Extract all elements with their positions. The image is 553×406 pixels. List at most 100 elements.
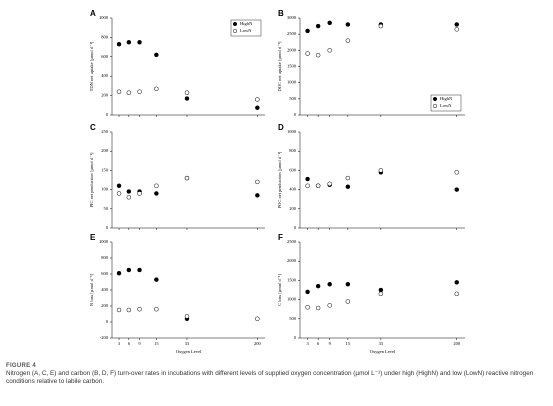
data-point: [305, 28, 310, 34]
y-tick-label: 800: [101, 255, 109, 260]
data-point: [454, 22, 459, 27]
y-axis-label: TDN net uptake [µmol d⁻¹]: [89, 41, 94, 91]
data-point: [154, 277, 159, 282]
figure-label: FIGURE 4: [6, 363, 37, 369]
y-axis-label: POC net production [µmol d⁻¹]: [277, 151, 282, 208]
y-tick-label: 800: [289, 148, 297, 153]
data-point: [255, 179, 260, 185]
x-tick-label: 9: [138, 341, 141, 346]
y-tick-label: 0: [294, 112, 297, 117]
y-tick-label: 1500: [287, 64, 297, 69]
data-point: [327, 281, 332, 287]
data-point: [126, 307, 132, 313]
panel-label: F: [278, 233, 283, 242]
y-tick-label: 150: [101, 167, 109, 172]
x-tick-label: 33: [185, 341, 190, 346]
data-point: [184, 90, 190, 95]
x-tick-label: 6: [128, 341, 131, 346]
y-axis-label: N loss [µmol d⁻¹]: [89, 273, 94, 306]
data-point: [184, 96, 190, 101]
data-point: [305, 51, 310, 56]
legend-label: HighN: [240, 21, 253, 26]
data-point: [154, 306, 159, 312]
y-tick-label: 0: [106, 319, 109, 324]
x-tick-label: 6: [317, 341, 320, 346]
y-axis-label: PIC net production [µmol d⁻¹]: [89, 152, 94, 208]
x-tick-label: 3: [118, 341, 121, 346]
data-point: [315, 23, 321, 29]
data-point: [327, 181, 332, 187]
data-point: [137, 40, 142, 45]
data-point: [184, 314, 190, 319]
data-point: [116, 183, 122, 189]
data-point: [154, 191, 159, 196]
data-point: [345, 175, 351, 181]
y-tick-label: 600: [101, 54, 109, 59]
y-tick-label: 1000: [99, 15, 109, 20]
y-tick-label: -200: [100, 335, 109, 340]
y-tick-label: 400: [101, 73, 109, 78]
panel-label: B: [278, 9, 284, 18]
data-point: [454, 291, 459, 297]
data-point: [126, 267, 132, 273]
data-point: [454, 280, 459, 285]
y-tick-label: 200: [101, 303, 109, 308]
data-point: [315, 305, 321, 311]
data-point: [454, 27, 459, 32]
y-tick-label: 200: [101, 148, 109, 153]
x-tick-label: 15: [154, 341, 159, 346]
legend-marker: [232, 28, 238, 34]
legend-label: HighN: [440, 96, 453, 101]
data-point: [116, 307, 122, 313]
data-point: [116, 89, 122, 94]
data-point: [184, 175, 190, 181]
y-tick-label: 100: [101, 187, 109, 192]
data-point: [116, 191, 122, 196]
data-point: [345, 184, 351, 189]
data-point: [126, 189, 132, 194]
legend-box: [230, 19, 262, 37]
data-point: [454, 170, 459, 175]
y-tick-label: 500: [289, 316, 297, 321]
data-point: [116, 41, 122, 47]
data-point: [315, 183, 321, 189]
y-tick-label: 2000: [287, 47, 297, 52]
data-point: [137, 306, 142, 312]
y-tick-label: 600: [101, 271, 109, 276]
legend-label: LowN: [240, 28, 252, 33]
x-tick-label: 9: [329, 341, 332, 346]
y-tick-label: 500: [289, 96, 297, 101]
data-point: [154, 86, 159, 92]
data-point: [327, 20, 332, 26]
data-point: [315, 283, 321, 289]
data-point: [154, 52, 159, 58]
legend-box: [430, 94, 462, 112]
y-tick-label: 0: [294, 335, 297, 340]
y-tick-label: 800: [101, 34, 109, 39]
data-point: [305, 305, 310, 310]
y-tick-label: 1000: [287, 80, 297, 85]
data-point: [137, 191, 142, 196]
panel-label: A: [90, 9, 96, 18]
data-point: [327, 48, 332, 53]
legend-label: LowN: [440, 103, 452, 108]
data-point: [305, 289, 310, 295]
y-tick-label: 200: [289, 206, 297, 211]
data-point: [378, 291, 384, 297]
data-point: [378, 168, 384, 173]
data-point: [345, 299, 351, 304]
caption-block: FIGURE 4 Nitrogen (A, C, E) and carbon (…: [6, 362, 546, 386]
x-axis-label: Oxygen Level: [370, 349, 396, 354]
data-point: [378, 287, 384, 293]
y-tick-label: 1500: [287, 277, 297, 282]
data-point: [126, 90, 132, 95]
x-tick-label: 200: [254, 341, 262, 346]
data-point: [255, 193, 260, 198]
panel-label: C: [90, 123, 96, 132]
y-tick-label: 400: [289, 187, 297, 192]
data-point: [305, 183, 310, 189]
y-tick-label: 50: [104, 206, 109, 211]
y-tick-label: 2000: [287, 258, 297, 263]
